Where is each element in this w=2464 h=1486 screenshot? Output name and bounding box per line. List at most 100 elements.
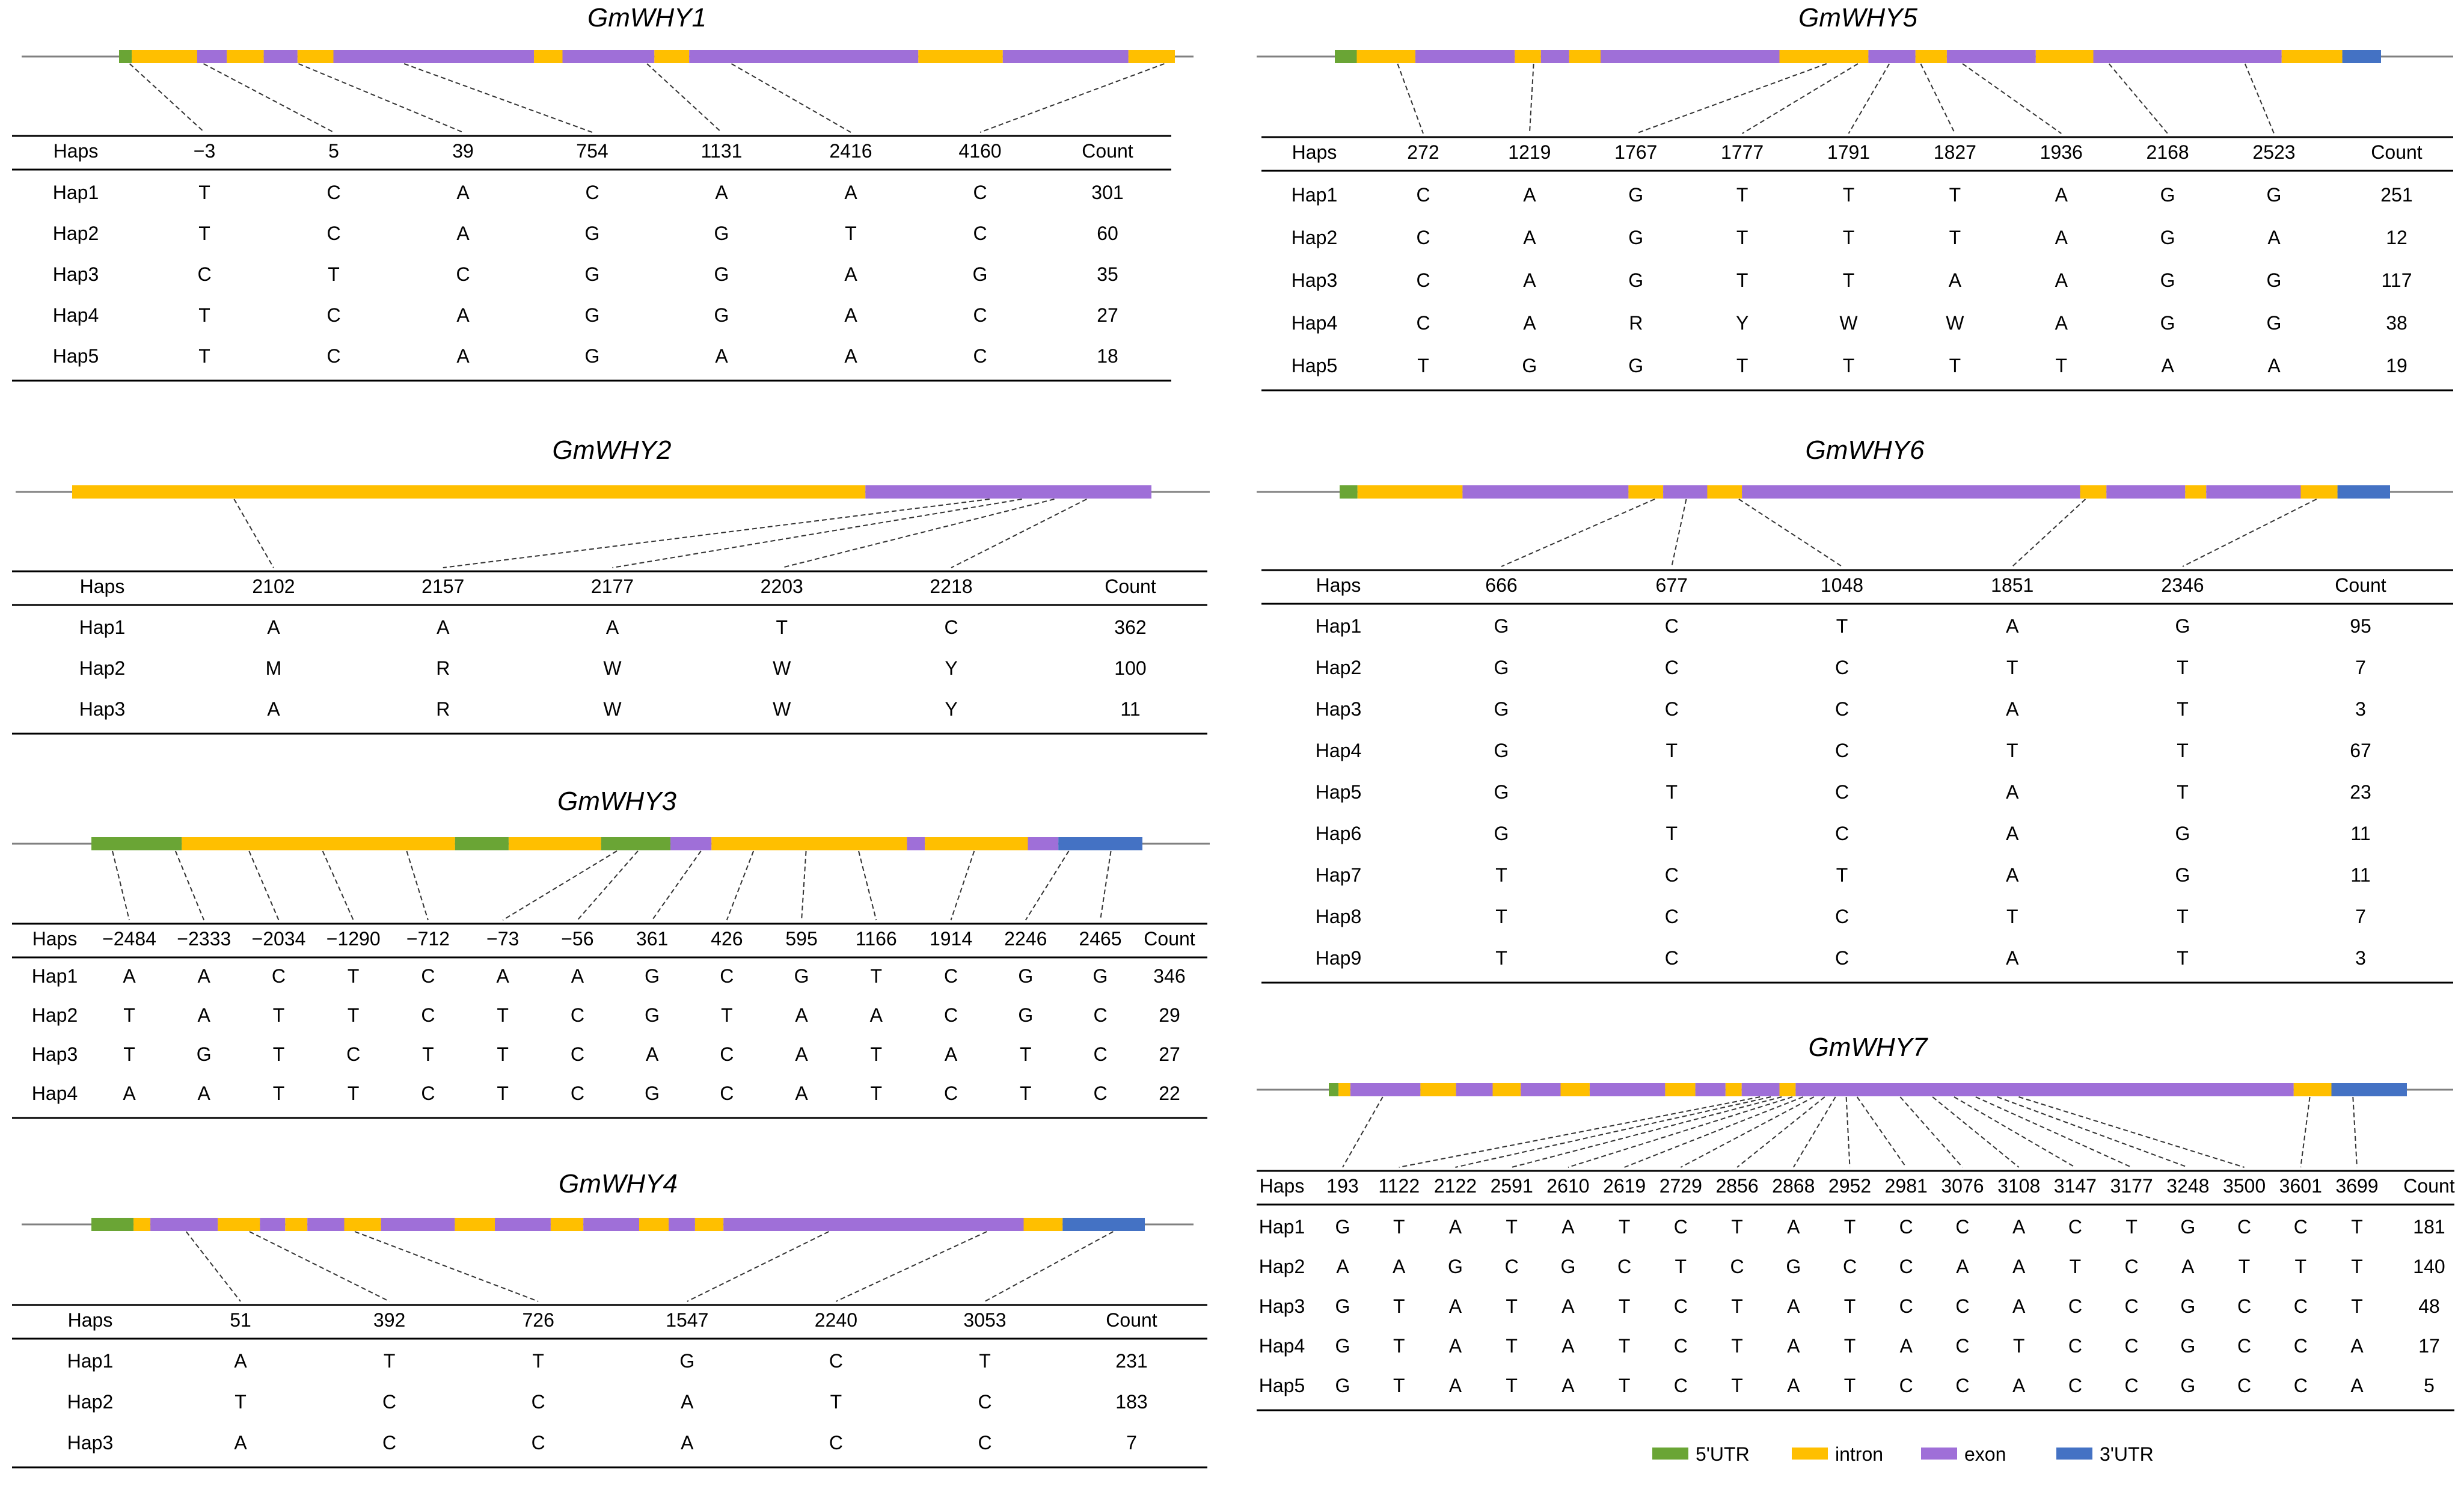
gmwhy4-exon-segment: [495, 1218, 551, 1231]
gmwhy1-allele-cell: A: [844, 304, 857, 326]
gmwhy7-allele-cell: C: [1843, 1256, 1857, 1277]
gmwhy7-position-header: 2856: [1715, 1175, 1758, 1197]
gmwhy2-allele-cell: A: [267, 698, 280, 720]
gmwhy5-position-header: 1219: [1508, 141, 1551, 163]
gmwhy4-hap-name: Hap1: [67, 1350, 114, 1372]
gmwhy4-intron-segment: [639, 1218, 669, 1231]
gmwhy6-hap-count: 3: [2355, 947, 2366, 969]
gmwhy7-allele-cell: G: [2180, 1295, 2195, 1317]
gmwhy7-allele-cell: A: [1336, 1256, 1349, 1277]
gmwhy7-allele-cell: A: [1449, 1295, 1462, 1317]
gmwhy1-intron-segment: [227, 50, 264, 63]
gmwhy6-allele-cell: A: [2006, 823, 2019, 844]
gmwhy3-allele-cell: C: [421, 1004, 435, 1026]
gmwhy1-allele-cell: C: [326, 182, 340, 203]
gmwhy1-position-header: −3: [194, 140, 215, 162]
gmwhy3-title: GmWHY3: [557, 787, 677, 816]
gmwhy5-position-header: 272: [1407, 141, 1439, 163]
gmwhy5-hap-count: 38: [2386, 312, 2407, 334]
gmwhy7-allele-cell: A: [1449, 1375, 1462, 1396]
gmwhy3-allele-cell: G: [1018, 965, 1033, 987]
gmwhy6-allele-cell: C: [1835, 698, 1849, 720]
gmwhy7-allele-cell: A: [1561, 1375, 1575, 1396]
gmwhy2-allele-cell: A: [267, 616, 280, 638]
gmwhy5-intron-segment: [2035, 50, 2094, 63]
gmwhy6-allele-cell: G: [1494, 657, 1509, 678]
gmwhy3-allele-cell: C: [272, 965, 286, 987]
gmwhy7-allele-cell: C: [2294, 1216, 2308, 1238]
gmwhy7-position-header: 2610: [1546, 1175, 1589, 1197]
gmwhy1-allele-cell: T: [198, 345, 210, 367]
gmwhy7-position-header: 3177: [2110, 1175, 2153, 1197]
gmwhy1-allele-cell: T: [845, 223, 857, 244]
gmwhy6-allele-cell: A: [2006, 947, 2019, 969]
gmwhy7-allele-cell: T: [1506, 1216, 1518, 1238]
gmwhy7-allele-cell: A: [1393, 1256, 1406, 1277]
gmwhy5-position-header: 1767: [1614, 141, 1657, 163]
gmwhy6-allele-cell: G: [2175, 823, 2190, 844]
gmwhy5-allele-cell: T: [1949, 355, 1961, 376]
gmwhy3-position-header: 595: [785, 928, 817, 950]
gmwhy6-intron-segment: [1628, 485, 1664, 499]
gmwhy7-allele-cell: T: [1731, 1335, 1743, 1357]
gmwhy6-hap-name: Hap7: [1316, 864, 1362, 886]
gmwhy5-exon-segment: [2093, 50, 2282, 63]
gmwhy5-snp-connector: [1528, 63, 1534, 134]
gmwhy4-allele-cell: A: [681, 1391, 694, 1413]
gmwhy7-intron-segment: [1665, 1083, 1696, 1096]
gmwhy7-snp-connector: [1399, 1096, 1761, 1168]
gmwhy7-position-header: 3147: [2054, 1175, 2097, 1197]
gmwhy3-snp-connector: [1100, 850, 1112, 921]
legend-utr3-label: 3'UTR: [2100, 1443, 2154, 1465]
gmwhy3-intron-segment: [182, 837, 455, 850]
gmwhy1-allele-cell: T: [198, 304, 210, 326]
gmwhy4-allele-cell: C: [532, 1391, 545, 1413]
gmwhy3-haps-header: Haps: [32, 928, 78, 950]
gmwhy6-allele-cell: T: [1666, 823, 1678, 844]
gmwhy4-position-header: 2240: [815, 1309, 857, 1331]
gmwhy6-allele-cell: T: [2177, 657, 2189, 678]
gmwhy7-intron-segment: [1725, 1083, 1742, 1096]
gmwhy3-allele-cell: C: [571, 1043, 584, 1065]
gmwhy3-allele-cell: T: [721, 1004, 733, 1026]
gmwhy3-hap-name: Hap2: [32, 1004, 78, 1026]
gmwhy7-allele-cell: T: [1619, 1375, 1631, 1396]
gmwhy7-allele-cell: C: [1674, 1335, 1688, 1357]
gmwhy2-allele-cell: W: [773, 657, 791, 679]
gmwhy4-count-header: Count: [1106, 1309, 1157, 1331]
gmwhy1-position-header: 39: [452, 140, 474, 162]
gmwhy3-allele-cell: G: [645, 1082, 660, 1104]
gmwhy2-allele-cell: W: [773, 698, 791, 720]
gmwhy6-allele-cell: T: [2006, 740, 2018, 761]
gmwhy7-hap-count: 48: [2418, 1295, 2440, 1317]
gmwhy7-allele-cell: A: [1900, 1335, 1913, 1357]
gmwhy7-allele-cell: C: [2294, 1375, 2308, 1396]
gmwhy5-hap-name: Hap4: [1292, 312, 1338, 334]
gmwhy6-allele-cell: C: [1835, 740, 1849, 761]
gmwhy6-hap-name: Hap6: [1316, 823, 1362, 844]
gmwhy4-allele-cell: T: [532, 1350, 544, 1372]
legend-intron-swatch: [1792, 1448, 1828, 1460]
gmwhy7-intron-segment: [1420, 1083, 1456, 1096]
gmwhy3-allele-cell: A: [646, 1043, 659, 1065]
gmwhy4-position-header: 1547: [666, 1309, 708, 1331]
gmwhy7-position-header: 3248: [2166, 1175, 2209, 1197]
gmwhy6-hap-count: 3: [2355, 698, 2366, 720]
gmwhy5-exon-segment: [1946, 50, 2036, 63]
gmwhy7-position-header: 2981: [1885, 1175, 1928, 1197]
gmwhy1-intron-segment: [654, 50, 690, 63]
gmwhy3-position-header: −2484: [102, 928, 156, 950]
gmwhy1-snp-connector: [979, 63, 1165, 133]
gmwhy7-allele-cell: T: [1731, 1216, 1743, 1238]
gmwhy3-allele-cell: C: [421, 1082, 435, 1104]
gmwhy6-allele-cell: G: [1494, 698, 1509, 720]
gmwhy5-allele-cell: C: [1416, 184, 1430, 206]
gmwhy3-allele-cell: C: [944, 1004, 958, 1026]
gmwhy4-exon-segment: [307, 1218, 345, 1231]
gmwhy5-allele-cell: W: [1839, 312, 1858, 334]
gmwhy7-allele-cell: C: [1955, 1335, 1969, 1357]
gmwhy4-hap-count: 7: [1126, 1432, 1137, 1454]
gmwhy2-snp-connector: [782, 499, 1055, 568]
gmwhy7-position-header: 193: [1326, 1175, 1358, 1197]
gmwhy1-snp-connector: [129, 63, 205, 133]
